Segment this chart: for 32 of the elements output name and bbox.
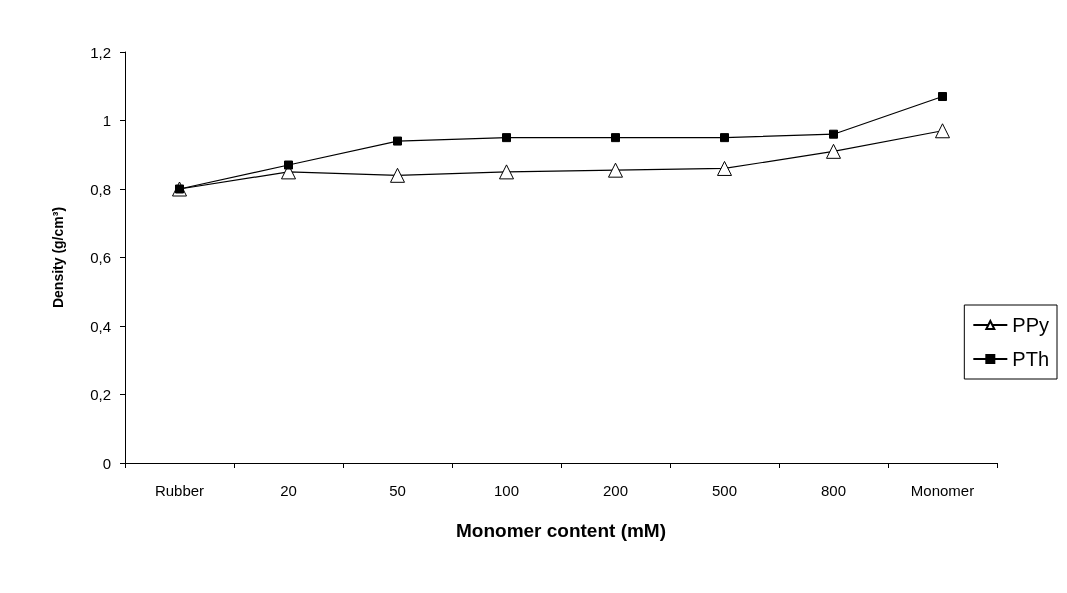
point bbox=[938, 92, 947, 102]
y-tick-label: 0,4 bbox=[90, 317, 111, 335]
y-tick-label: 0 bbox=[102, 454, 111, 472]
x-tick-label: 50 bbox=[389, 482, 406, 499]
y-tick-label: 1,2 bbox=[90, 43, 111, 61]
point bbox=[393, 136, 402, 146]
point bbox=[829, 129, 838, 139]
x-tick-label: Monomer bbox=[910, 482, 975, 499]
point bbox=[502, 133, 511, 143]
point bbox=[284, 160, 293, 170]
x-tick-label: 100 bbox=[493, 482, 520, 499]
y-axis-title: Density (g/cm³) bbox=[50, 206, 66, 309]
point bbox=[826, 143, 841, 159]
point bbox=[390, 167, 405, 183]
x-axis-title: Monomer content (mM) bbox=[455, 520, 667, 541]
legend-label: PPy bbox=[1012, 314, 1050, 336]
legend-label: PTh bbox=[1012, 348, 1050, 370]
x-tick-label: 20 bbox=[280, 482, 297, 499]
x-tick-label: 200 bbox=[602, 482, 629, 499]
y-tick-label: 0,8 bbox=[90, 180, 111, 198]
point bbox=[611, 133, 620, 143]
x-tick-label: 500 bbox=[711, 482, 738, 499]
x-tick-label: Rubber bbox=[154, 482, 205, 499]
x-tick-label: 800 bbox=[820, 482, 847, 499]
point bbox=[499, 164, 514, 180]
point bbox=[717, 160, 732, 176]
y-tick-label: 0,6 bbox=[90, 249, 111, 266]
y-tick-label: 1 bbox=[102, 112, 111, 129]
point bbox=[608, 162, 623, 178]
y-tick-label: 0,2 bbox=[90, 386, 111, 403]
point bbox=[935, 123, 950, 139]
point bbox=[720, 133, 729, 143]
